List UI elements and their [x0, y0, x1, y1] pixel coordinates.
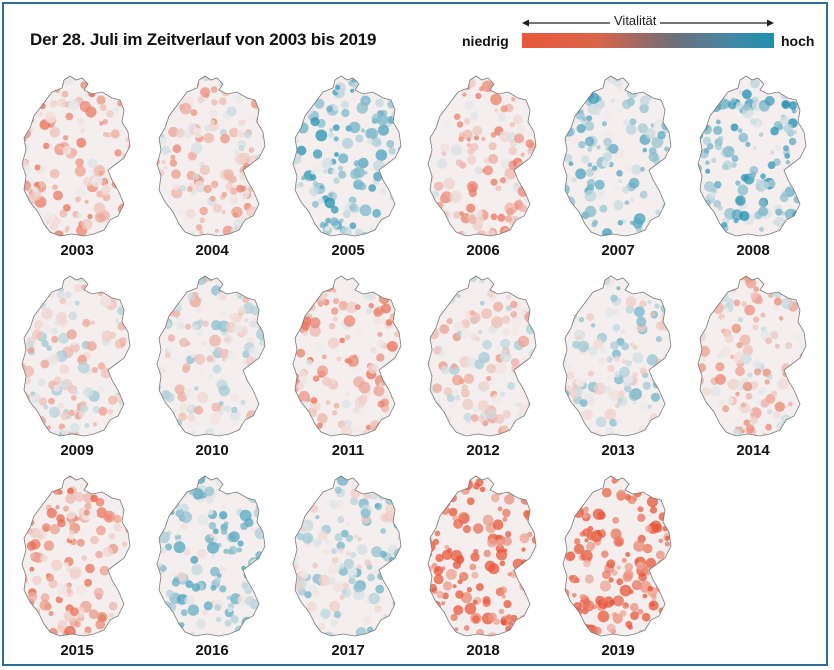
map-panel-2019: 2019 [553, 470, 683, 670]
germany-map-2007 [562, 75, 672, 237]
germany-map-2003 [21, 75, 131, 237]
legend-title: Vitalität [610, 13, 661, 28]
germany-map-2011 [292, 275, 402, 437]
map-outline [293, 276, 401, 436]
map-panel-2003: 2003 [12, 70, 142, 270]
germany-map-2017 [292, 475, 402, 637]
year-label: 2015 [60, 642, 94, 659]
year-label: 2012 [466, 442, 500, 459]
germany-map-2004 [156, 75, 266, 237]
map-panel-2011: 2011 [283, 270, 413, 470]
germany-map-2006 [427, 75, 537, 237]
year-label: 2005 [331, 242, 365, 259]
legend-low-label: niedrig [462, 33, 509, 49]
map-outline [698, 76, 806, 236]
germany-map-2005 [292, 75, 402, 237]
year-label: 2004 [195, 242, 229, 259]
year-label: 2018 [466, 642, 500, 659]
germany-map-2013 [562, 275, 672, 437]
map-panel-2016: 2016 [147, 470, 277, 670]
year-label: 2007 [601, 242, 635, 259]
legend-color-bar [522, 33, 774, 48]
map-panel-2005: 2005 [283, 70, 413, 270]
germany-map-2016 [156, 475, 266, 637]
year-label: 2017 [331, 642, 365, 659]
year-label: 2008 [736, 242, 770, 259]
map-panel-2012: 2012 [418, 270, 548, 470]
map-panel-2013: 2013 [553, 270, 683, 470]
year-label: 2011 [331, 442, 365, 459]
year-label: 2006 [466, 242, 500, 259]
germany-map-2019 [562, 475, 672, 637]
map-panel-2008: 2008 [688, 70, 818, 270]
year-label: 2019 [601, 642, 635, 659]
germany-map-2012 [427, 275, 537, 437]
germany-map-2014 [697, 275, 807, 437]
map-panel-2006: 2006 [418, 70, 548, 270]
map-panel-2004: 2004 [147, 70, 277, 270]
map-panel-2015: 2015 [12, 470, 142, 670]
map-panel-2009: 2009 [12, 270, 142, 470]
figure-title: Der 28. Juli im Zeitverlauf von 2003 bis… [30, 30, 377, 49]
year-label: 2013 [601, 442, 635, 459]
germany-map-2015 [21, 475, 131, 637]
map-panel-2010: 2010 [147, 270, 277, 470]
legend-high-label: hoch [781, 33, 815, 49]
map-panel-2018: 2018 [418, 470, 548, 670]
map-outline [157, 76, 265, 236]
year-label: 2003 [60, 242, 94, 259]
year-label: 2016 [195, 642, 229, 659]
map-panel-2017: 2017 [283, 470, 413, 670]
germany-map-2008 [697, 75, 807, 237]
map-panel-2007: 2007 [553, 70, 683, 270]
germany-map-2018 [427, 475, 537, 637]
germany-map-2010 [156, 275, 266, 437]
year-label: 2009 [60, 442, 94, 459]
map-panel-2014: 2014 [688, 270, 818, 470]
germany-map-2009 [21, 275, 131, 437]
map-outline [698, 276, 806, 436]
year-label: 2010 [195, 442, 229, 459]
year-label: 2014 [736, 442, 770, 459]
